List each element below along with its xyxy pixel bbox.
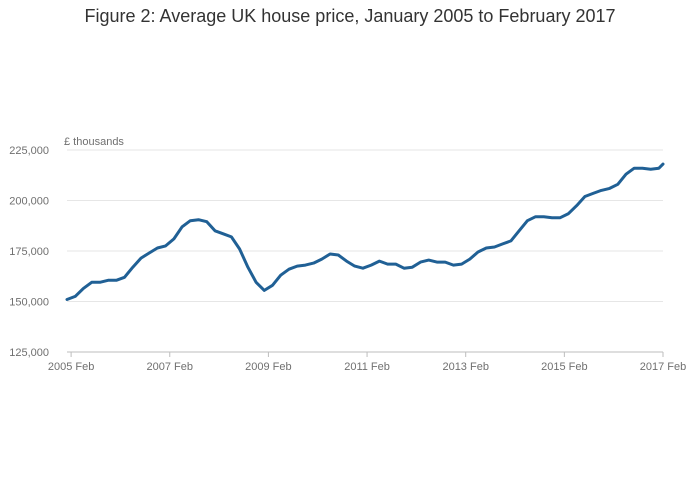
y-tick-label: 125,000	[9, 347, 49, 359]
y-tick-label: 150,000	[9, 297, 49, 309]
y-tick-label: 200,000	[9, 196, 49, 208]
y-tick-label: 225,000	[9, 145, 49, 157]
axes	[67, 351, 664, 357]
chart-title: Figure 2: Average UK house price, Januar…	[84, 6, 616, 26]
x-tick-label: 2015 Feb	[541, 361, 587, 373]
x-tick-label: 2017 Feb	[640, 361, 686, 373]
x-tick-label: 2013 Feb	[442, 361, 488, 373]
y-tick-label: 175,000	[9, 246, 49, 258]
series-layer	[65, 162, 665, 301]
x-tick-label: 2005 Feb	[48, 361, 94, 373]
tick-labels: 125,000 150,000 175,000 200,000 225,000 £ tho…	[9, 136, 686, 373]
gridlines	[67, 149, 663, 302]
x-tick-label: 2007 Feb	[147, 361, 193, 373]
y-axis-title: £ thousands	[64, 136, 124, 148]
x-tick-label: 2011 Feb	[344, 361, 390, 373]
series-line	[65, 162, 665, 301]
x-tick-label: 2009 Feb	[245, 361, 291, 373]
